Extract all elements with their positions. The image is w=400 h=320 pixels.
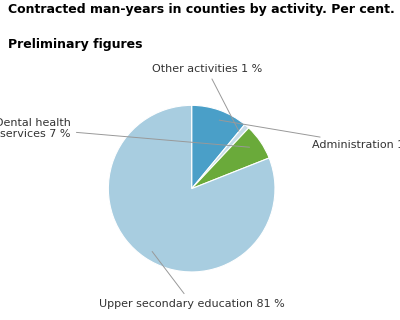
Text: Contracted man-years in counties by activity. Per cent. 2011.: Contracted man-years in counties by acti… [8,3,400,16]
Text: Other activities 1 %: Other activities 1 % [152,64,262,131]
Wedge shape [192,128,269,189]
Wedge shape [108,105,275,272]
Text: Preliminary figures: Preliminary figures [8,38,142,52]
Wedge shape [192,105,245,189]
Text: Upper secondary education 81 %: Upper secondary education 81 % [99,252,284,308]
Text: Dental health
services 7 %: Dental health services 7 % [0,118,250,147]
Wedge shape [192,124,249,189]
Text: Administration 11 %: Administration 11 % [219,120,400,150]
